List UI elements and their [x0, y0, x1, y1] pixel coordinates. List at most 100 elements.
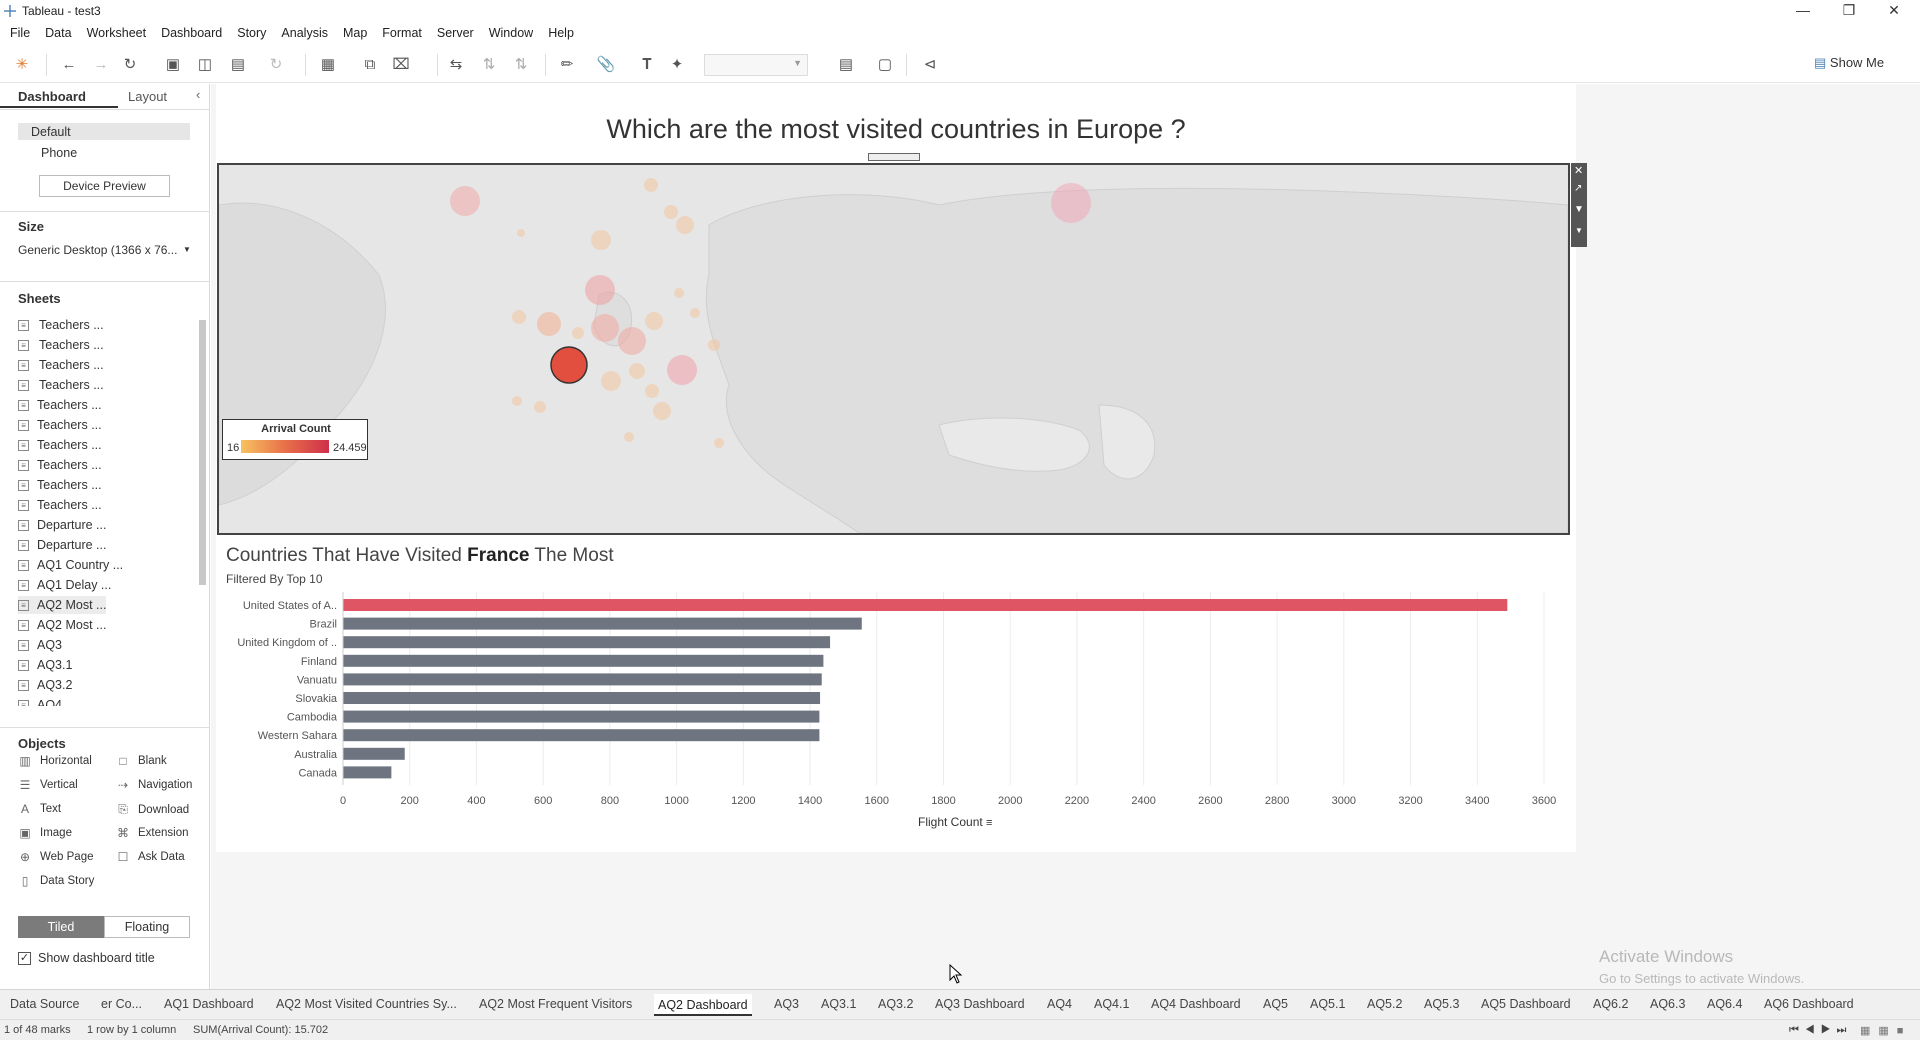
minimize-button[interactable]: —	[1796, 2, 1810, 18]
bar[interactable]	[343, 673, 822, 686]
menu-data[interactable]: Data	[45, 26, 72, 40]
bar[interactable]	[343, 729, 820, 742]
sheet-tab[interactable]: er Co...	[101, 997, 142, 1011]
share-icon[interactable]: ⊲	[923, 56, 937, 73]
object-web-page[interactable]: ⊕ Web Page	[18, 850, 94, 864]
go-to-sheet-icon[interactable]: ↗	[1574, 183, 1583, 194]
map-view[interactable]: Arrival Count 16 24.459	[217, 163, 1570, 535]
menu-analysis[interactable]: Analysis	[281, 26, 328, 40]
bar[interactable]	[343, 747, 405, 760]
menu-story[interactable]: Story	[237, 26, 267, 40]
menu-file[interactable]: File	[10, 26, 31, 40]
bar[interactable]	[343, 692, 821, 704]
menu-help[interactable]: Help	[548, 26, 574, 40]
sheet-tab[interactable]: AQ6.4	[1707, 997, 1743, 1011]
sheet-tab[interactable]: AQ6 Dashboard	[1764, 997, 1854, 1011]
sheet-tab[interactable]: AQ3 Dashboard	[935, 997, 1025, 1011]
sheet-item[interactable]: ≡ AQ1 Delay ...	[18, 576, 111, 594]
sheet-item[interactable]: ≡ Teachers ...	[18, 396, 102, 414]
tab-navigation-icons[interactable]: ⏮◀▶⏭	[1789, 1024, 1853, 1036]
sheet-tab[interactable]: AQ2 Dashboard	[654, 994, 752, 1016]
sheet-item[interactable]: ≡ AQ3.2	[18, 676, 72, 694]
filter-icon[interactable]: ▼	[1574, 204, 1584, 215]
sheet-item[interactable]: ≡ AQ4	[18, 696, 62, 706]
sheet-item[interactable]: ≡ AQ3	[18, 636, 62, 654]
refresh-icon[interactable]: ↻	[269, 56, 283, 73]
fix-axes-icon[interactable]: ✦	[670, 56, 684, 73]
group-members-icon[interactable]: 📎	[596, 56, 616, 73]
sheet-tab[interactable]: AQ6.2	[1593, 997, 1629, 1011]
presentation-mode-icon[interactable]: ▢	[877, 56, 893, 73]
sheet-tab[interactable]: AQ3	[774, 997, 800, 1011]
sheet-tab[interactable]: AQ5 Dashboard	[1481, 997, 1571, 1011]
sheet-item[interactable]: ≡ Teachers ...	[18, 436, 102, 454]
bar[interactable]	[343, 654, 824, 667]
close-icon[interactable]: ✕	[1574, 165, 1584, 177]
sheet-tab[interactable]: AQ5.3	[1424, 997, 1460, 1011]
redo-icon[interactable]: →	[93, 55, 109, 73]
sheet-item[interactable]: ≡ AQ1 Country ...	[18, 556, 123, 574]
menu-worksheet[interactable]: Worksheet	[86, 26, 147, 40]
sheet-item[interactable]: ≡ Departure ...	[18, 536, 106, 554]
bar[interactable]	[343, 636, 831, 649]
view-mode-icons[interactable]: ▦▦■	[1860, 1025, 1912, 1037]
object-image[interactable]: ▣ Image	[18, 826, 72, 840]
sheet-item[interactable]: ≡ AQ2 Most ...	[18, 596, 107, 614]
sheet-tab[interactable]: AQ6.3	[1650, 997, 1686, 1011]
bar[interactable]	[343, 599, 1508, 611]
sort-icon[interactable]: ≡	[986, 817, 993, 829]
sheet-item[interactable]: ≡ Teachers ...	[18, 456, 102, 474]
drag-handle[interactable]	[868, 153, 920, 161]
menu-window[interactable]: Window	[488, 26, 534, 40]
tab-layout[interactable]: Layout	[128, 89, 168, 104]
menu-server[interactable]: Server	[436, 26, 474, 40]
sheet-tab[interactable]: AQ1 Dashboard	[164, 997, 254, 1011]
sheet-tab[interactable]: AQ2 Most Visited Countries Sy...	[276, 997, 457, 1011]
object-navigation[interactable]: ⇢ Navigation	[116, 778, 192, 792]
fit-dropdown[interactable]: ▼	[704, 54, 808, 76]
sheet-tab[interactable]: AQ4 Dashboard	[1151, 997, 1241, 1011]
sheet-tab[interactable]: AQ3.1	[821, 997, 857, 1011]
sheet-item[interactable]: ≡ Teachers ...	[18, 336, 104, 354]
sheet-tab[interactable]: AQ5.1	[1310, 997, 1346, 1011]
sheet-item[interactable]: ≡ Teachers ...	[18, 476, 102, 494]
show-mark-labels-icon[interactable]: 𝐓	[642, 55, 652, 73]
show-me-button[interactable]: ▤ Show Me	[1814, 55, 1884, 71]
object-vertical[interactable]: ☰ Vertical	[18, 778, 78, 792]
sort-descending-icon[interactable]: ⇅	[514, 56, 528, 73]
save-icon[interactable]: ▣	[165, 56, 181, 73]
menu-format[interactable]: Format	[382, 26, 422, 40]
duplicate-sheet-icon[interactable]: ⧉	[364, 55, 376, 73]
object-horizontal[interactable]: ▥ Horizontal	[18, 754, 91, 768]
menu-dashboard[interactable]: Dashboard	[161, 26, 223, 40]
sheet-item[interactable]: ≡ Departure ...	[18, 516, 106, 534]
sheet-item[interactable]: ≡ AQ3.1	[18, 656, 72, 674]
sheet-tab[interactable]: Data Source	[10, 997, 80, 1011]
device-default[interactable]: Default	[18, 123, 190, 140]
object-ask-data[interactable]: ☐ Ask Data	[116, 850, 185, 864]
object-text[interactable]: A Text	[18, 802, 61, 816]
bar[interactable]	[343, 710, 820, 723]
highlight-icon[interactable]: ✏	[560, 56, 574, 73]
collapse-pane-icon[interactable]: ‹	[196, 87, 201, 102]
sheet-tab[interactable]: AQ5.2	[1367, 997, 1403, 1011]
tiled-button[interactable]: Tiled	[18, 916, 104, 938]
object-blank[interactable]: □ Blank	[116, 754, 166, 768]
device-preview-button[interactable]: Device Preview	[39, 175, 170, 197]
tab-dashboard[interactable]: Dashboard	[18, 89, 86, 104]
replay-icon[interactable]: ↻	[123, 56, 137, 73]
floating-button[interactable]: Floating	[104, 916, 190, 938]
pause-updates-icon[interactable]: ▤	[230, 56, 246, 73]
sheet-tab[interactable]: AQ4	[1047, 997, 1073, 1011]
tableau-home-icon[interactable]: ✳	[15, 56, 29, 73]
close-window-button[interactable]: ✕	[1888, 2, 1900, 18]
menu-map[interactable]: Map	[342, 26, 368, 40]
size-dropdown[interactable]: Generic Desktop (1366 x 76...	[18, 243, 178, 257]
sheet-item[interactable]: ≡ Teachers ...	[18, 376, 104, 394]
sheet-item[interactable]: ≡ Teachers ...	[18, 416, 102, 434]
sheet-item[interactable]: ≡ Teachers ...	[18, 316, 104, 334]
new-worksheet-icon[interactable]: ▦	[320, 56, 336, 73]
object-download[interactable]: ⎘ Download	[116, 802, 189, 817]
restore-button[interactable]: ❐	[1842, 2, 1856, 18]
sheet-item[interactable]: ≡ AQ2 Most ...	[18, 616, 106, 634]
